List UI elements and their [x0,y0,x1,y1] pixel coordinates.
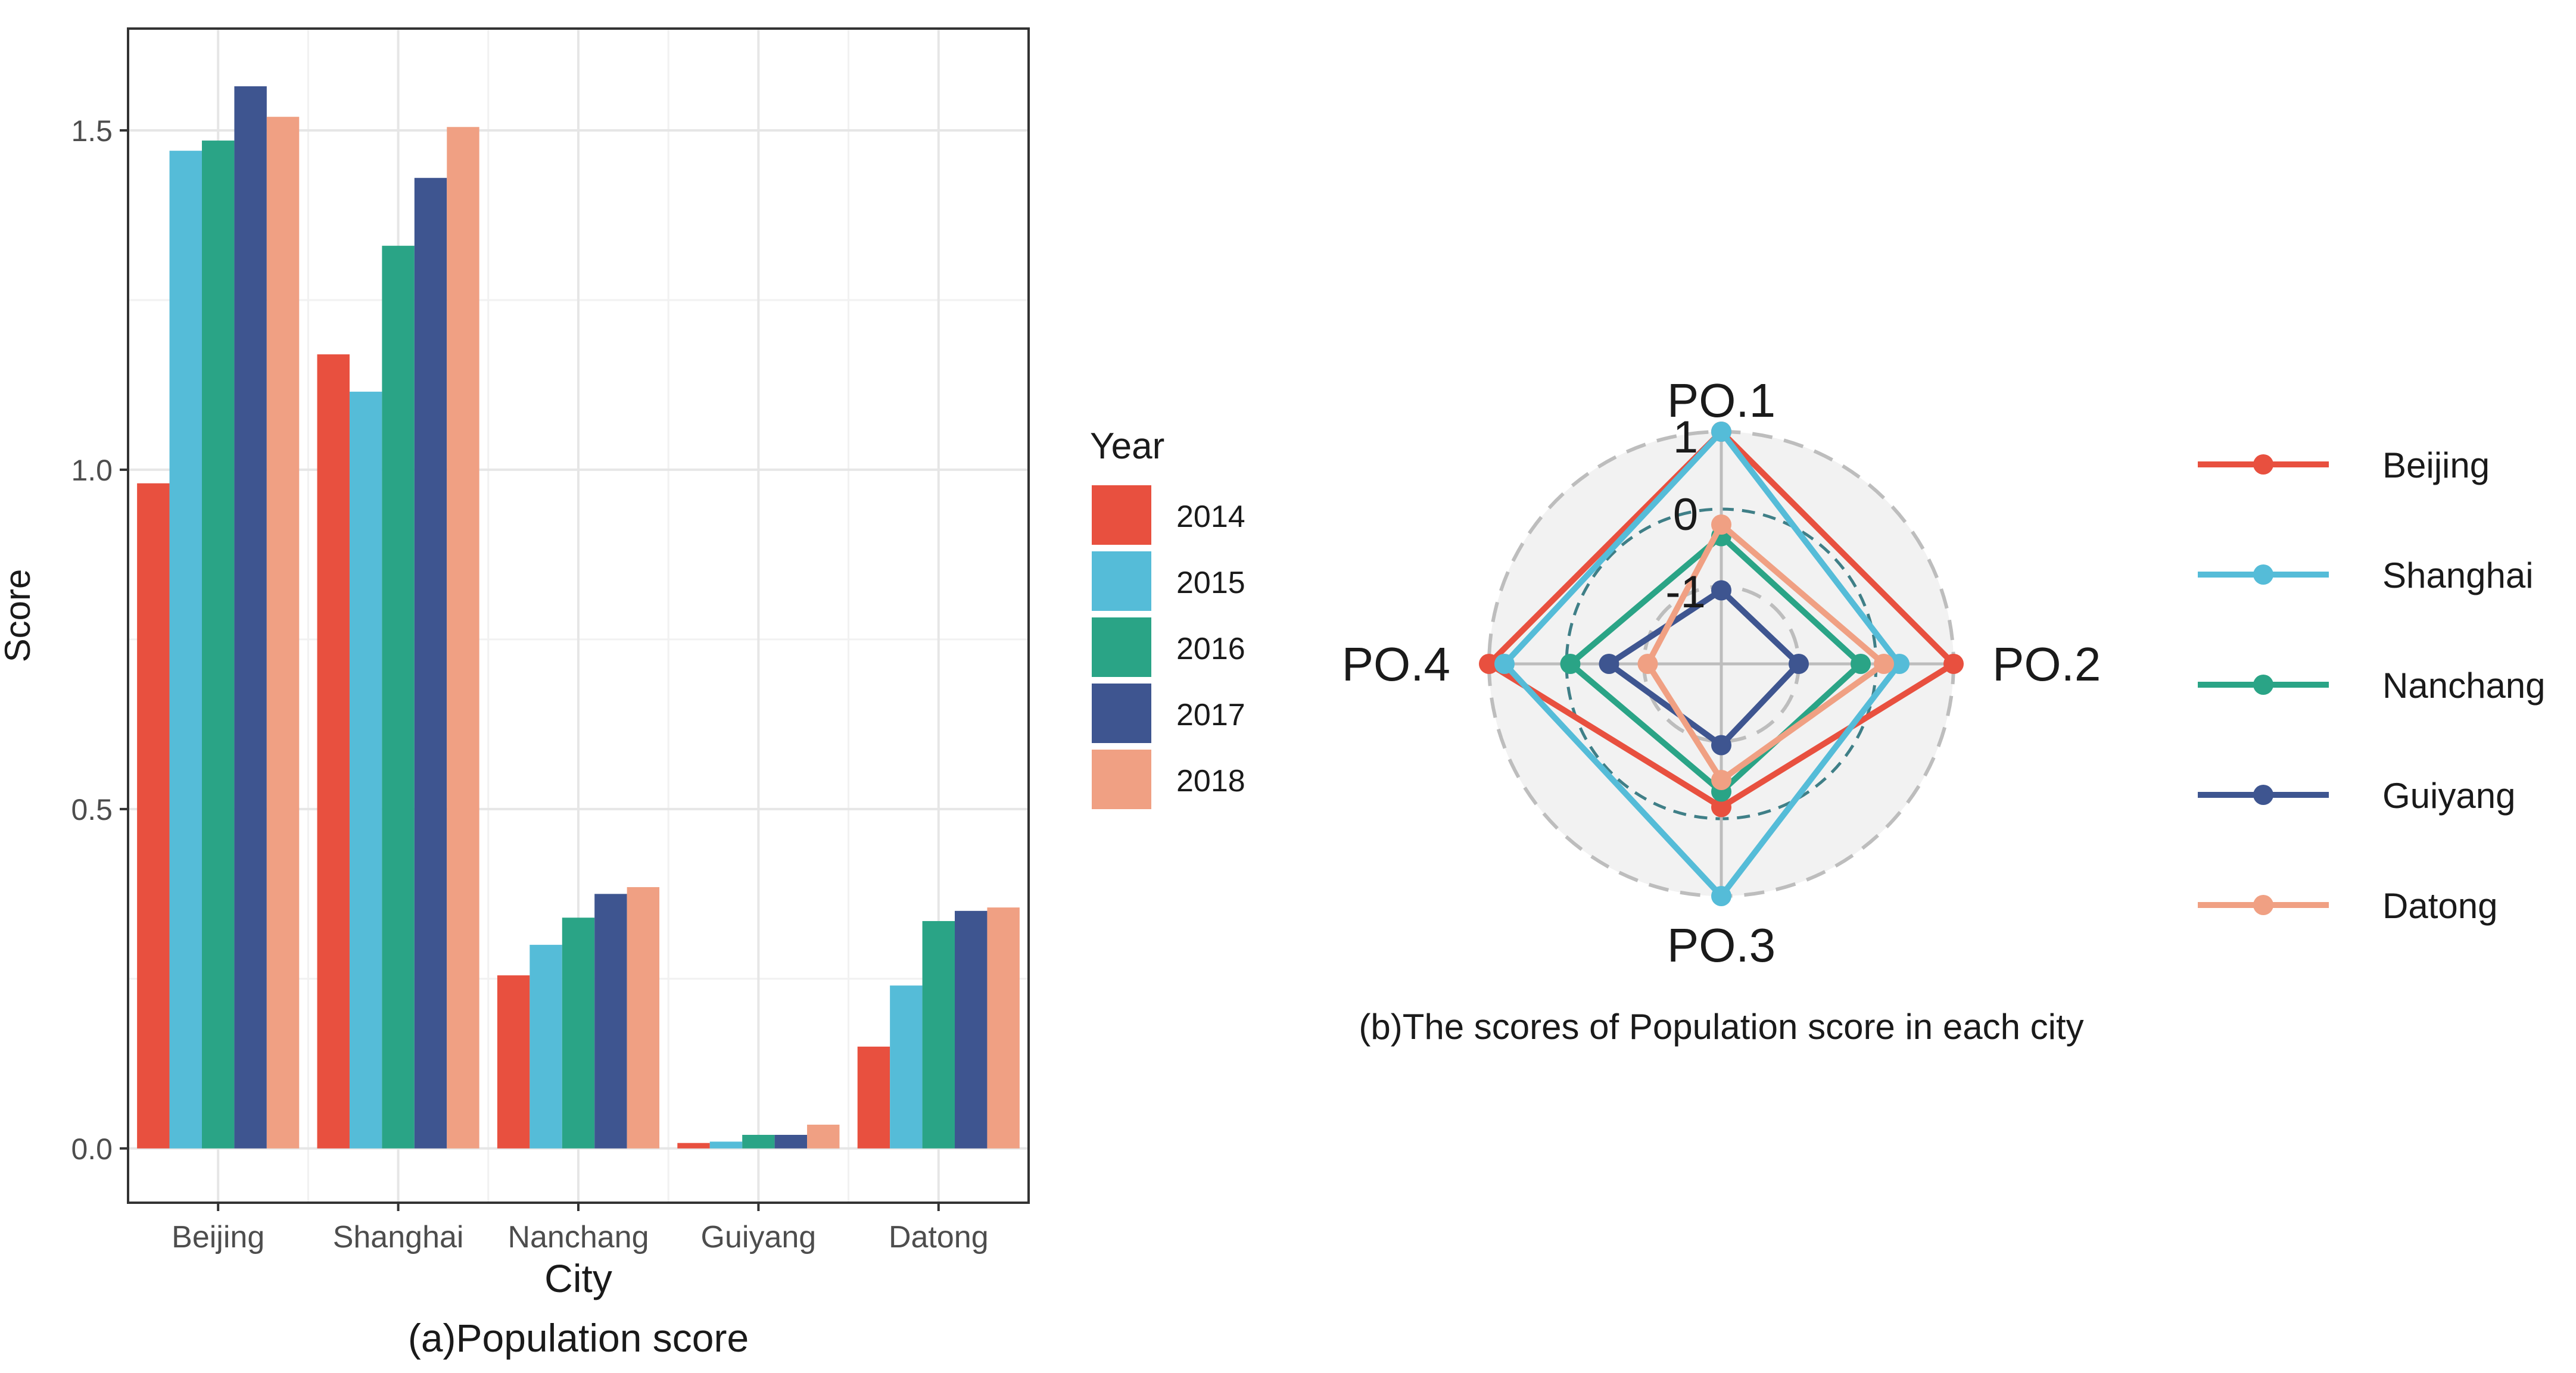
radar-point-datong [1711,514,1731,535]
radar-axis-label: PO.4 [1342,638,1450,691]
year-legend-key-2016 [1092,617,1151,677]
bar-marks [137,86,1020,1149]
radar-axis-label: PO.2 [1992,638,2101,691]
bar-beijing-2017 [234,86,267,1149]
bar-x-axis-title: City [544,1256,612,1300]
bar-datong-2014 [857,1046,890,1149]
bar-y-axis-title: Score [0,569,38,663]
bar-nanchang-2014 [497,975,530,1149]
radar-point-datong [1711,770,1731,790]
bar-y-tick-label: 0.5 [71,793,113,826]
city-legend-label: Shanghai [2382,556,2534,595]
radar-point-nanchang [1560,654,1581,674]
bar-nanchang-2016 [562,918,595,1149]
bar-beijing-2018 [266,117,300,1149]
radar-chart-caption: (b)The scores of Population score in eac… [1359,1007,2083,1047]
bar-guiyang-2016 [742,1135,775,1149]
radar-axis-label: PO.1 [1667,374,1776,427]
year-legend-title: Year [1090,426,1164,467]
city-legend-label: Guiyang [2382,776,2515,816]
radar-point-shanghai [1711,886,1731,906]
radar-point-shanghai [1711,422,1731,442]
bar-beijing-2015 [169,151,202,1149]
year-legend: Year 2014 2015 2016 2017 2018 [1090,426,1245,809]
radar-point-beijing [1711,797,1731,817]
bar-guiyang-2014 [677,1143,710,1149]
bar-x-tick-label: Shanghai [333,1220,464,1255]
radar-axis-labels: PO.1 PO.2 PO.3 PO.4 [1342,374,2101,972]
radar-point-beijing [1479,654,1499,674]
radar-point-shanghai [1494,654,1515,674]
bar-shanghai-2017 [414,177,447,1149]
bar-x-axis-ticks: Beijing Shanghai Nanchang Guiyang Datong [172,1203,989,1255]
city-legend: Beijing Shanghai Nanchang Guiyang Datong [2198,445,2546,926]
bar-guiyang-2015 [709,1141,743,1149]
bar-guiyang-2017 [774,1135,808,1149]
bar-datong-2016 [922,920,955,1149]
radar-point-guiyang [1789,654,1809,674]
bar-y-tick-label: 1.5 [71,114,113,148]
bar-beijing-2016 [201,141,235,1149]
bar-y-tick-label: 1.0 [71,454,113,487]
radar-series-marks [1479,422,1964,906]
bar-beijing-2014 [137,483,170,1149]
bar-datong-2018 [987,907,1020,1149]
city-legend-point-beijing [2253,454,2273,475]
city-legend-point-nanchang [2253,675,2273,695]
bar-shanghai-2014 [317,354,350,1149]
bar-datong-2017 [955,910,988,1149]
radar-r-tick-label: -1 [1665,567,1706,617]
radar-point-beijing [1943,654,1964,674]
radar-r-tick-label: 0 [1673,489,1698,540]
bar-x-tick-label: Guiyang [701,1220,817,1255]
radar-point-nanchang [1851,654,1871,674]
bar-x-tick-label: Beijing [172,1220,264,1255]
bar-chart-caption: (a)Population score [408,1316,749,1360]
bar-shanghai-2018 [447,127,479,1149]
bar-x-tick-label: Nanchang [507,1220,649,1255]
year-legend-label: 2016 [1176,632,1245,666]
radar-point-shanghai [1889,654,1910,674]
radar-point-guiyang [1711,735,1731,756]
radar-r-tick-label: 1 [1673,412,1698,463]
city-legend-point-datong [2253,895,2273,915]
year-legend-label: 2015 [1176,566,1245,600]
bar-guiyang-2018 [807,1124,840,1149]
bar-y-tick-label: 0.0 [71,1132,113,1166]
bar-nanchang-2017 [594,894,627,1149]
bar-x-tick-label: Datong [889,1220,989,1255]
bar-nanchang-2018 [627,887,660,1149]
year-legend-key-2014 [1092,485,1151,545]
year-legend-key-2018 [1092,750,1151,809]
year-legend-key-2017 [1092,684,1151,743]
bar-chart-panel: 0.0 0.5 1.0 1.5 Beijing Shanghai Nanchang Guiy… [0,27,1030,1360]
radar-point-guiyang [1599,654,1619,674]
year-legend-key-2015 [1092,551,1151,611]
radar-point-datong [1637,654,1658,674]
radar-point-datong [1874,654,1894,674]
city-legend-point-shanghai [2253,564,2273,585]
bar-shanghai-2015 [349,391,382,1149]
year-legend-items: 2014 2015 2016 2017 2018 [1092,485,1245,809]
city-legend-label: Datong [2382,886,2497,926]
city-legend-label: Beijing [2382,445,2490,485]
year-legend-label: 2017 [1176,698,1245,732]
year-legend-label: 2014 [1176,500,1245,534]
radar-axis-label: PO.3 [1667,919,1776,972]
radar-chart-panel: 1 0 -1 PO.1 PO.2 PO.3 PO.4 (b)The scores of P… [1342,374,2101,1047]
city-legend-point-guiyang [2253,785,2273,805]
bar-y-axis-ticks: 0.0 0.5 1.0 1.5 [71,114,128,1166]
bar-shanghai-2016 [382,245,415,1149]
radar-point-guiyang [1711,580,1731,601]
bar-datong-2015 [890,985,923,1149]
bar-nanchang-2015 [529,944,562,1149]
city-legend-label: Nanchang [2382,666,2546,706]
radar-r-axis-ticks: 1 0 -1 [1665,412,1706,617]
year-legend-label: 2018 [1176,764,1245,798]
